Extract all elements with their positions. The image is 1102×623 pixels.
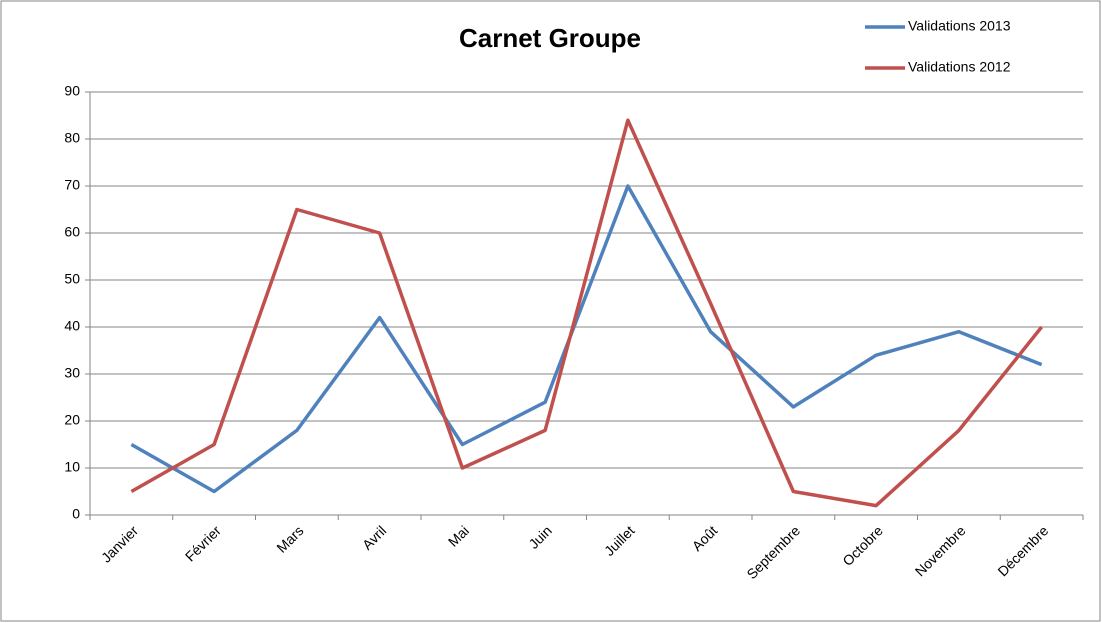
y-tick-label: 70	[64, 177, 80, 193]
y-tick-label: 0	[72, 506, 80, 522]
y-tick-label: 20	[64, 412, 80, 428]
legend-label: Validations 2012	[908, 59, 1011, 75]
y-tick-label: 90	[64, 83, 80, 99]
legend-label: Validations 2013	[908, 18, 1011, 34]
y-tick-label: 30	[64, 365, 80, 381]
series-line	[130, 118, 1043, 508]
chart-title: Carnet Groupe	[459, 23, 641, 53]
y-tick-label: 40	[64, 318, 80, 334]
y-tick-label: 50	[64, 271, 80, 287]
y-tick-label: 10	[64, 459, 80, 475]
y-tick-label: 60	[64, 224, 80, 240]
y-tick-label: 80	[64, 130, 80, 146]
series-line	[130, 184, 1043, 494]
